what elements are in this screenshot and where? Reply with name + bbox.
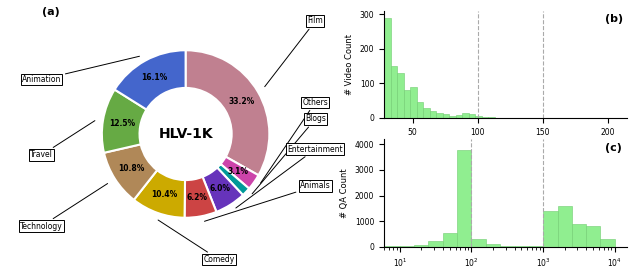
Text: 33.2%: 33.2%: [228, 97, 255, 106]
Text: Others: Others: [260, 98, 328, 183]
Text: 10.8%: 10.8%: [118, 164, 145, 173]
Text: (a): (a): [42, 7, 60, 17]
Text: Entertainment: Entertainment: [236, 144, 343, 208]
Bar: [600, 239, 614, 247]
Wedge shape: [221, 157, 259, 189]
Text: (b): (b): [605, 14, 623, 24]
Bar: [443, 233, 457, 247]
Bar: [586, 226, 600, 247]
Text: 3.1%: 3.1%: [228, 167, 249, 176]
Bar: [449, 116, 456, 118]
Wedge shape: [115, 50, 186, 110]
Text: 12.5%: 12.5%: [109, 119, 135, 128]
Bar: [488, 117, 495, 118]
Bar: [428, 241, 443, 247]
Wedge shape: [186, 50, 269, 175]
Bar: [397, 73, 403, 118]
Text: Blogs: Blogs: [252, 114, 326, 194]
Bar: [475, 116, 481, 118]
Bar: [500, 246, 515, 247]
Wedge shape: [184, 177, 216, 218]
Bar: [456, 115, 462, 118]
Bar: [423, 107, 429, 118]
Y-axis label: # QA Count: # QA Count: [340, 168, 349, 218]
Bar: [543, 211, 557, 247]
Bar: [486, 244, 500, 247]
Text: 16.1%: 16.1%: [141, 73, 168, 82]
Bar: [403, 90, 410, 118]
Bar: [468, 114, 475, 118]
Bar: [415, 245, 428, 247]
Bar: [472, 239, 486, 247]
Text: 6.2%: 6.2%: [187, 193, 208, 202]
X-axis label: Video Duration (min): Video Duration (min): [461, 142, 550, 151]
Text: Film: Film: [265, 16, 323, 87]
Bar: [417, 102, 423, 118]
Bar: [436, 113, 442, 118]
Bar: [400, 246, 415, 247]
Text: 6.0%: 6.0%: [210, 184, 230, 193]
Wedge shape: [134, 170, 185, 218]
Text: Animation: Animation: [22, 56, 140, 84]
Bar: [410, 87, 417, 118]
Y-axis label: # Video Count: # Video Count: [345, 34, 354, 95]
Bar: [572, 224, 586, 247]
Wedge shape: [104, 144, 157, 200]
Text: Comedy: Comedy: [158, 220, 235, 264]
Bar: [442, 114, 449, 118]
Wedge shape: [102, 90, 147, 153]
Bar: [457, 150, 472, 247]
Wedge shape: [217, 164, 249, 195]
Text: Animals: Animals: [205, 181, 331, 221]
Text: 10.4%: 10.4%: [151, 190, 177, 199]
Text: (c): (c): [605, 143, 622, 152]
Bar: [557, 206, 572, 247]
Bar: [429, 111, 436, 118]
Bar: [384, 18, 390, 118]
Text: HLV-1K: HLV-1K: [158, 127, 213, 141]
Bar: [390, 66, 397, 118]
Wedge shape: [202, 168, 243, 212]
Text: Travel: Travel: [30, 121, 95, 159]
Bar: [462, 113, 468, 118]
Text: Technology: Technology: [20, 184, 108, 231]
Bar: [481, 117, 488, 118]
